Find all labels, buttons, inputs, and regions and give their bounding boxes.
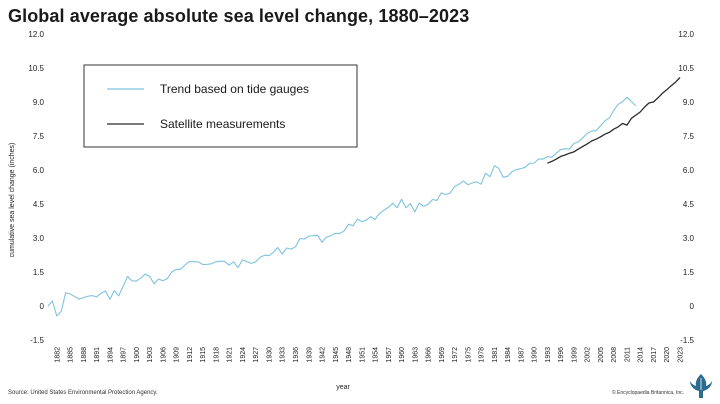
y-tick-label-left: 1.5 <box>33 268 45 277</box>
x-tick-label: 2002 <box>585 347 592 363</box>
left-y-axis-ticks: -1.5 0 1.5 3.0 4.5 6.0 7.5 9.0 10.5 12.0 <box>28 30 44 345</box>
y-tick-label-right: 0 <box>690 302 695 311</box>
x-tick-label: 1945 <box>333 347 340 363</box>
x-tick-label: 1951 <box>359 347 366 363</box>
x-axis-label: year <box>336 384 350 391</box>
y-tick-label-left: 12.0 <box>28 30 44 39</box>
y-tick-label-left: -1.5 <box>30 336 44 345</box>
x-tick-label: 2023 <box>678 347 685 363</box>
x-tick-label: 1990 <box>532 347 539 363</box>
source-note: Source: United States Environmental Prot… <box>8 390 158 396</box>
series-lines <box>47 77 681 317</box>
x-tick-label: 1960 <box>399 347 406 363</box>
y-tick-label-right: 4.5 <box>683 200 695 209</box>
y-tick-label-left: 3.0 <box>33 234 45 243</box>
x-tick-label: 2008 <box>611 347 618 363</box>
x-tick-label: 1984 <box>505 347 512 363</box>
x-tick-label: 1897 <box>121 347 128 363</box>
x-tick-label: 1885 <box>68 347 75 363</box>
legend: Trend based on tide gauges Satellite mea… <box>83 64 358 148</box>
x-tick-label: 2020 <box>664 347 671 363</box>
y-tick-label-right: -1.5 <box>680 336 694 345</box>
x-tick-label: 1939 <box>306 347 313 363</box>
right-y-axis-ticks: -1.5 0 1.5 3.0 4.5 6.0 7.5 9.0 10.5 12.0 <box>678 30 694 345</box>
y-tick-label-left: 0 <box>40 302 45 311</box>
y-tick-label-right: 9.0 <box>683 98 695 107</box>
x-tick-label: 1882 <box>54 347 61 363</box>
x-tick-label: 1900 <box>134 347 141 363</box>
x-tick-label: 1891 <box>94 347 101 363</box>
x-tick-label: 1975 <box>465 347 472 363</box>
y-tick-label-left: 6.0 <box>33 166 45 175</box>
x-tick-label: 1987 <box>518 347 525 363</box>
x-tick-label: 1996 <box>558 347 565 363</box>
legend-label-satellite: Satellite measurements <box>160 117 285 131</box>
x-tick-label: 1948 <box>346 347 353 363</box>
x-tick-label: 2011 <box>625 347 632 362</box>
x-tick-label: 1942 <box>320 347 327 363</box>
y-tick-label-left: 10.5 <box>28 64 44 73</box>
y-tick-label-right: 10.5 <box>678 64 694 73</box>
y-tick-label-left: 9.0 <box>33 98 45 107</box>
x-axis-ticks: 1882 1885 1888 1891 1894 1897 1900 1903 1906 1909… <box>54 347 684 363</box>
x-tick-label: 2005 <box>598 347 605 363</box>
x-tick-label: 1963 <box>412 347 419 363</box>
y-tick-label-right: 3.0 <box>683 234 695 243</box>
x-tick-label: 2014 <box>638 347 645 363</box>
y-tick-label-left: 7.5 <box>33 132 45 141</box>
x-tick-label: 2017 <box>651 347 658 363</box>
x-tick-label: 1924 <box>240 347 247 363</box>
britannica-thistle-logo <box>690 374 712 398</box>
x-tick-label: 1912 <box>187 347 194 363</box>
x-tick-label: 1918 <box>213 347 220 363</box>
y-tick-label-right: 7.5 <box>683 132 695 141</box>
y-tick-label-right: 6.0 <box>683 166 695 175</box>
x-tick-label: 1993 <box>545 347 552 363</box>
x-tick-label: 1954 <box>373 347 380 363</box>
x-tick-label: 1999 <box>571 347 578 363</box>
x-tick-label: 1969 <box>439 347 446 363</box>
x-tick-label: 1957 <box>386 347 393 363</box>
legend-label-tide-gauges: Trend based on tide gauges <box>160 82 309 96</box>
x-tick-label: 1981 <box>492 347 499 363</box>
x-tick-label: 1888 <box>81 347 88 363</box>
x-tick-label: 1894 <box>107 347 114 363</box>
x-tick-label: 1930 <box>267 347 274 363</box>
x-tick-label: 1921 <box>227 347 234 363</box>
x-tick-label: 1972 <box>452 347 459 363</box>
x-tick-label: 1903 <box>147 347 154 363</box>
y-tick-label-right: 12.0 <box>678 30 694 39</box>
legend-box <box>83 64 358 148</box>
chart-title: Global average absolute sea level change… <box>8 6 470 26</box>
x-tick-label: 1927 <box>253 347 260 363</box>
series-line-satellite <box>547 77 681 164</box>
x-tick-label: 1906 <box>160 347 167 363</box>
copyright-note: © Encyclopaedia Britannica, Inc. <box>611 390 684 396</box>
x-tick-label: 1909 <box>174 347 181 363</box>
x-tick-label: 1915 <box>200 347 207 363</box>
x-tick-label: 1978 <box>479 347 486 363</box>
x-tick-label: 1933 <box>280 347 287 363</box>
x-tick-label: 1966 <box>426 347 433 363</box>
series-line-tide-gauges <box>47 96 637 317</box>
y-tick-label-left: 4.5 <box>33 200 45 209</box>
y-tick-label-right: 1.5 <box>683 268 695 277</box>
x-tick-label: 1936 <box>293 347 300 363</box>
y-axis-label: cumulative sea level change (inches) <box>9 143 16 258</box>
